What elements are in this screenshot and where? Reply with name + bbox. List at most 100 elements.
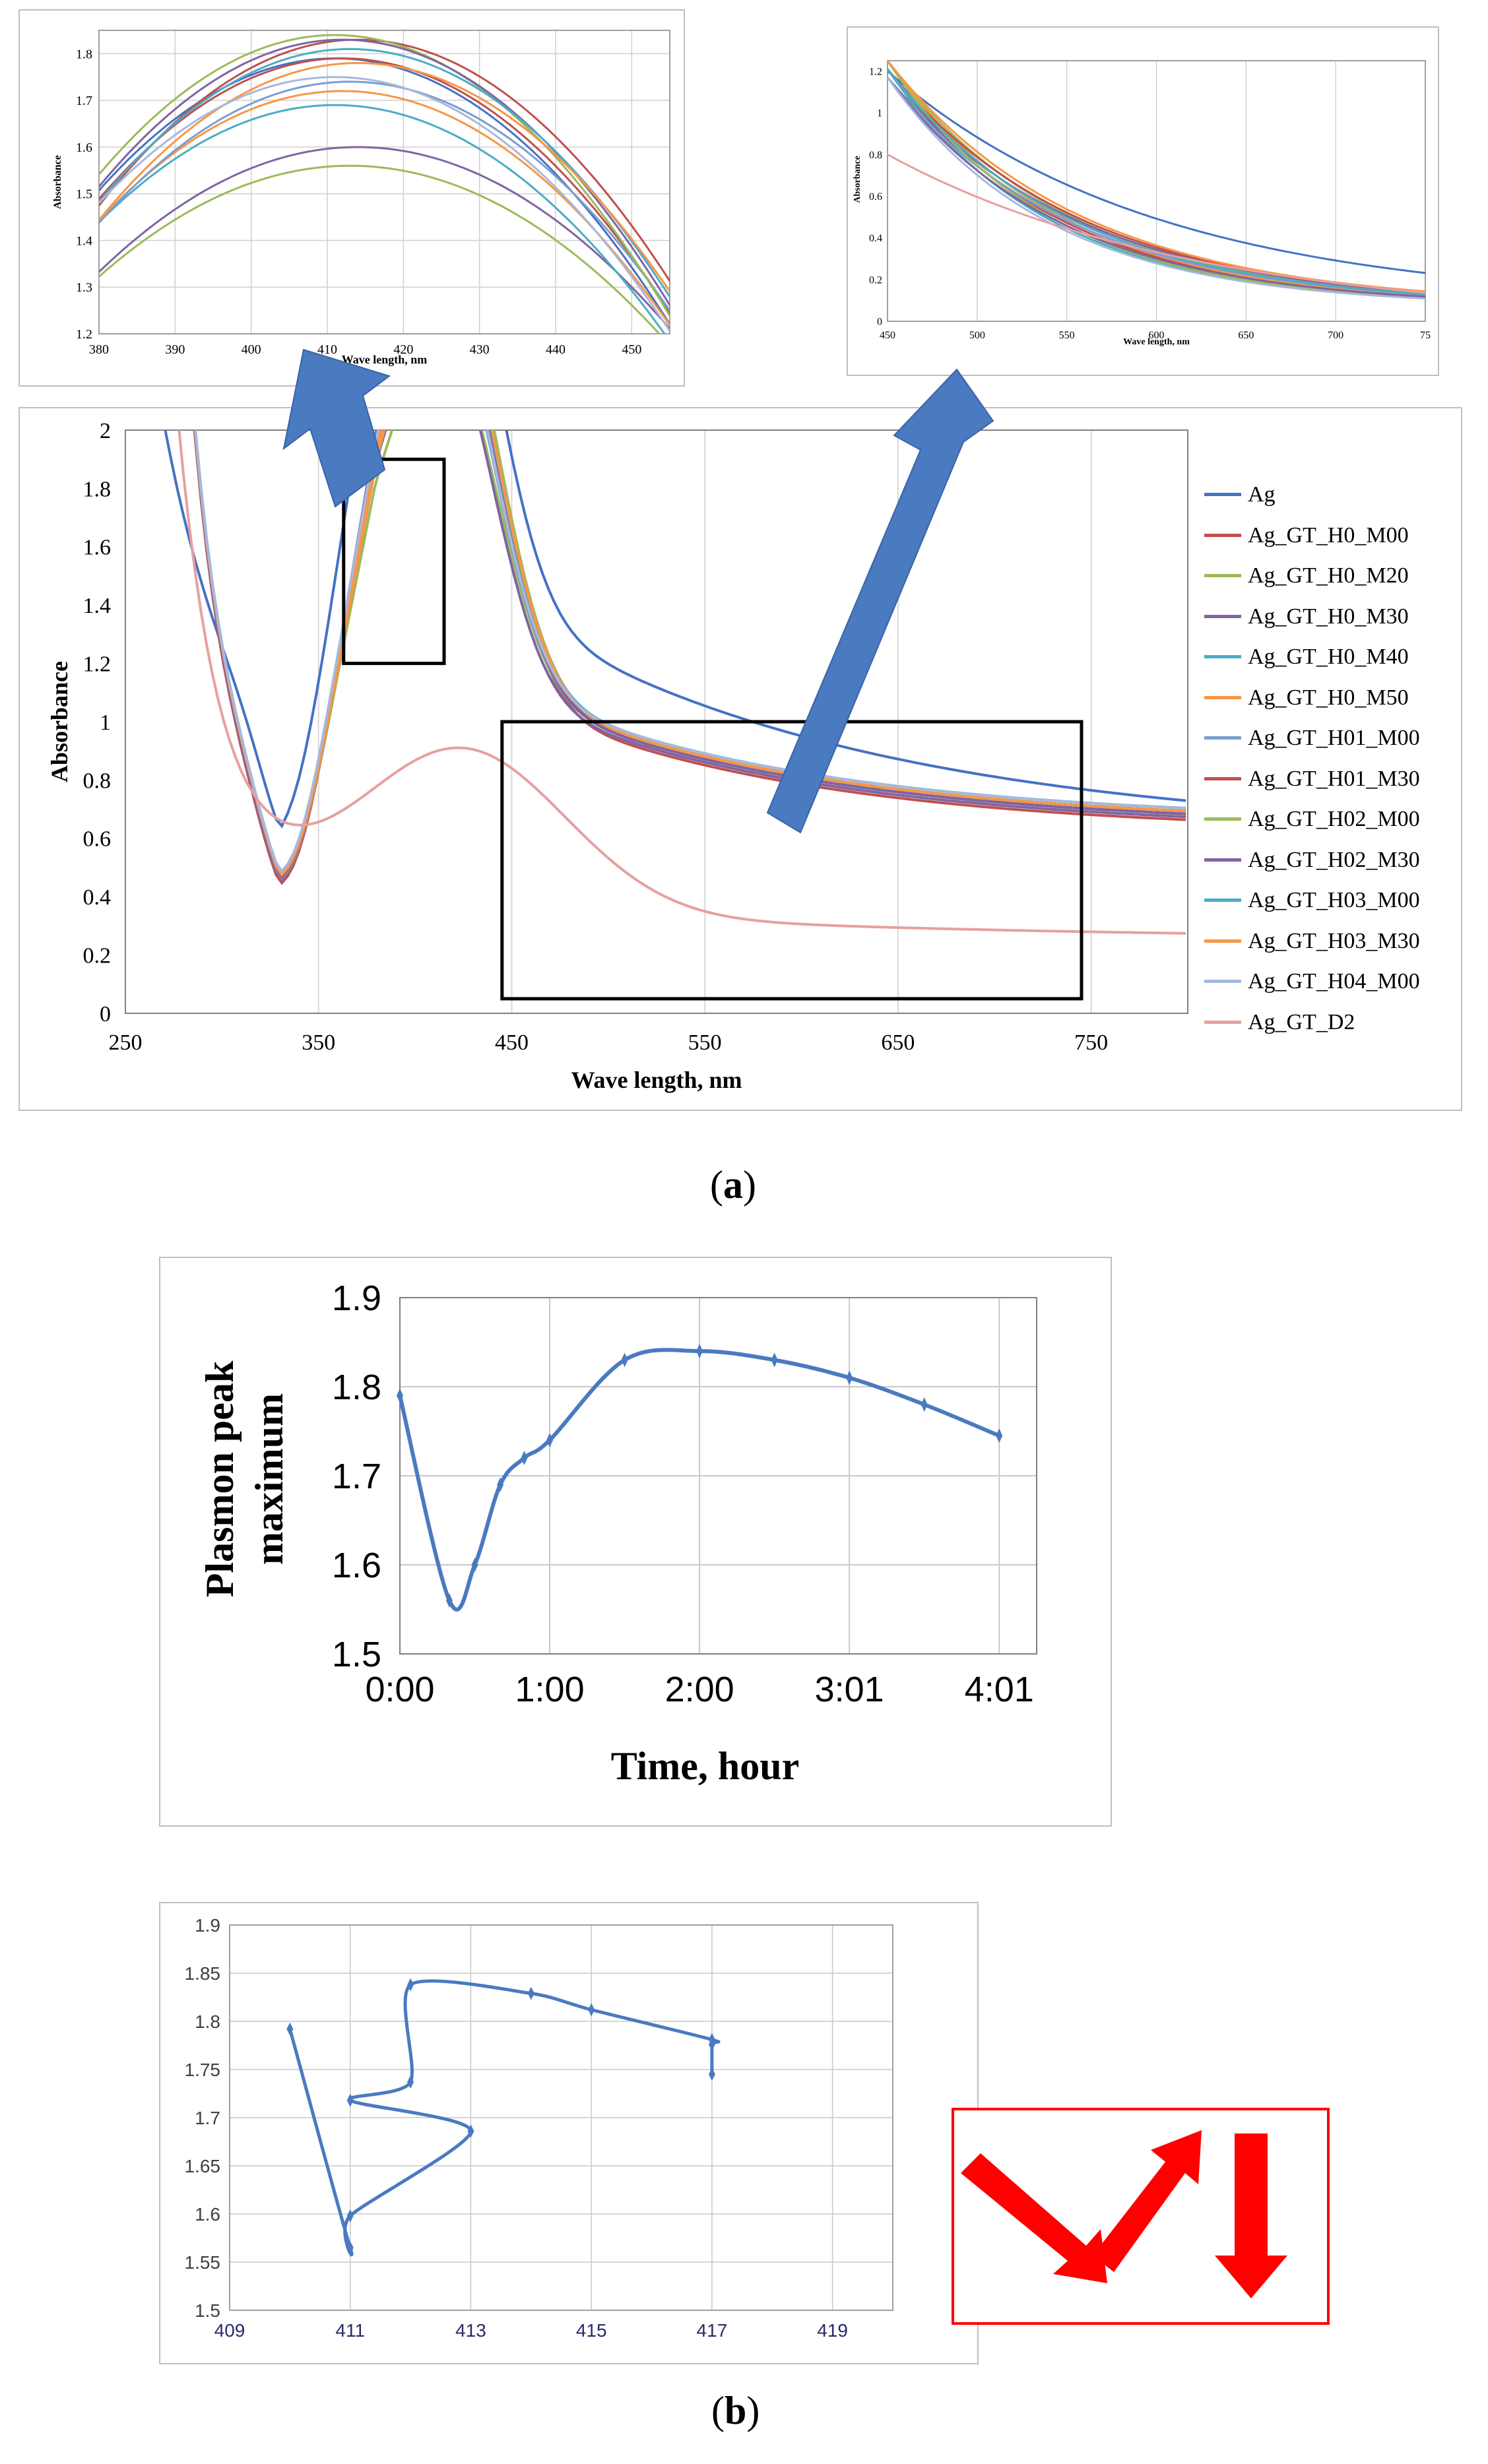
y-tick-label: 1.6 bbox=[195, 2204, 220, 2225]
plot-area bbox=[399, 1297, 1037, 1655]
red-arrow-down bbox=[1215, 2133, 1287, 2298]
legend-item: Ag_GT_H0_M00 bbox=[1204, 515, 1420, 556]
plasmon-point bbox=[921, 1397, 928, 1412]
legend-swatch bbox=[1204, 776, 1241, 780]
inset-tail-line-Ag_GT_H02_M30 bbox=[888, 77, 1425, 298]
x-tick-label: 650 bbox=[1238, 330, 1254, 341]
inset-peak-line-Ag_GT_H0_M40 bbox=[99, 104, 666, 334]
legend-label: Ag_GT_H02_M00 bbox=[1248, 807, 1420, 831]
legend-item: Ag_GT_H0_M40 bbox=[1204, 637, 1420, 678]
x-tick-label: 450 bbox=[495, 1030, 529, 1055]
x-tick-label: 419 bbox=[817, 2320, 848, 2341]
x-tick-label: 3:01 bbox=[815, 1670, 884, 1709]
y-tick-label: 0.2 bbox=[869, 274, 882, 286]
y-tick-label: 1.8 bbox=[83, 477, 112, 501]
inset-tail-line-Ag bbox=[888, 70, 1425, 274]
x-tick-label: 500 bbox=[969, 330, 985, 341]
plot-area bbox=[98, 30, 670, 334]
trajectory-point bbox=[286, 2022, 294, 2036]
legend-swatch bbox=[1204, 533, 1241, 537]
trajectory-point bbox=[346, 2209, 354, 2223]
inset-tail-series bbox=[888, 61, 1425, 300]
x-tick-label: 409 bbox=[214, 2320, 245, 2341]
y-tick-label: 1.5 bbox=[76, 187, 92, 202]
legend-item: Ag_GT_H03_M00 bbox=[1204, 880, 1420, 921]
inset-tail-chart: 450 500 550 600 650 700 7500.20.40.60.811.2Wav… bbox=[853, 60, 1431, 347]
x-tick-label: 550 bbox=[688, 1030, 722, 1055]
plasmon-point bbox=[696, 1344, 703, 1358]
main-spectra-panel: 250 350 450 550 650 750 0 0.2 0.4 0.6 0.8 1 1.2 1.4 1.… bbox=[18, 407, 1462, 1111]
y-tick-label: 1.4 bbox=[76, 234, 92, 248]
legend-label: Ag_GT_H0_M20 bbox=[1248, 563, 1409, 588]
red-arrow-up-right bbox=[1093, 2130, 1202, 2272]
legend-item: Ag_GT_H0_M20 bbox=[1204, 555, 1420, 596]
x-tick-label: 1:00 bbox=[515, 1670, 585, 1709]
time-x-title: Time, hour bbox=[611, 1744, 800, 1788]
x-tick-label: 75 bbox=[1420, 330, 1431, 341]
plasmon-time-chart: 0:00 1:00 2:00 3:01 4:01 1.5 1.6 1.7 1.8 1.9 Time,… bbox=[198, 1279, 1037, 1788]
legend-swatch bbox=[1204, 817, 1241, 821]
y-axis-title: Absorbance bbox=[46, 661, 73, 782]
plasmon-time-panel: 0:00 1:00 2:00 3:01 4:01 1.5 1.6 1.7 1.8 1.9 Time,… bbox=[159, 1257, 1112, 1827]
inset2-x-title: Wave length, nm bbox=[1123, 337, 1190, 347]
x-tick-label: 450 bbox=[880, 330, 895, 341]
legend-label: Ag_GT_H0_M30 bbox=[1248, 604, 1409, 629]
y-tick-label: 1.4 bbox=[83, 594, 112, 618]
y-tick-label: 1.6 bbox=[332, 1546, 381, 1585]
inset-peak-line-Ag_GT_H04_M00 bbox=[99, 76, 670, 333]
time-y-title-line1: Plasmon peak bbox=[198, 1360, 242, 1597]
caption-b: (b) bbox=[711, 2389, 760, 2432]
legend-label: Ag_GT_H03_M30 bbox=[1248, 928, 1420, 953]
x-tick-label: 2:00 bbox=[665, 1670, 734, 1709]
zoom-box-2 bbox=[500, 720, 1084, 1001]
legend-swatch bbox=[1204, 980, 1241, 984]
inset-peak-line-Ag_GT_H0_M30 bbox=[99, 146, 670, 331]
x-tick-label: 350 bbox=[302, 1030, 335, 1055]
inset-peak-line-Ag_GT_H02_M00 bbox=[99, 34, 670, 318]
x-tick-label: 250 bbox=[109, 1030, 143, 1055]
x-tick-label: 650 bbox=[881, 1030, 915, 1055]
peak-trajectory-panel: 409 411 413 415 417 419 1.5 1.55 1.6 1.65 1.7 1.75 1… bbox=[159, 1902, 979, 2364]
plasmon-point bbox=[521, 1451, 528, 1465]
legend-label: Ag_GT_H01_M30 bbox=[1248, 766, 1420, 791]
peak-trajectory-chart: 409 411 413 415 417 419 1.5 1.55 1.6 1.65 1.7 1.75 1… bbox=[185, 1915, 893, 2341]
y-tick-label: 0 bbox=[100, 1002, 111, 1027]
x-tick-label: 400 bbox=[242, 342, 261, 357]
inset-peak-line-Ag_GT_H0_M00 bbox=[99, 57, 670, 315]
y-tick-label: 1.2 bbox=[76, 327, 92, 342]
y-tick-label: 2 bbox=[100, 419, 111, 443]
x-tick-label: 750 bbox=[1074, 1030, 1108, 1055]
inset-peak-chart: 380 390 400 410 420 430 440 450 1.2 1.3 1.4 1.5 1.6 1… bbox=[52, 30, 670, 366]
inset-peak-panel: 380 390 400 410 420 430 440 450 1.2 1.3 1.4 1.5 1.6 1… bbox=[18, 9, 685, 387]
trajectory-point bbox=[708, 2038, 715, 2052]
legend-swatch bbox=[1204, 574, 1241, 578]
series-group bbox=[164, 430, 1186, 935]
y-tick-label: 0.2 bbox=[83, 944, 112, 968]
y-tick-label: 1.6 bbox=[83, 536, 112, 560]
plasmon-point bbox=[471, 1558, 478, 1572]
inset-tail-line-Ag_GT_H02_M00 bbox=[888, 61, 1425, 300]
y-tick-label: 0.8 bbox=[83, 769, 112, 793]
legend-label: Ag_GT_H02_M30 bbox=[1248, 847, 1420, 872]
arrow-to-inset-peak bbox=[282, 348, 391, 508]
trend-arrows bbox=[961, 2130, 1287, 2298]
legend-swatch bbox=[1204, 655, 1241, 659]
trajectory-point bbox=[527, 1986, 534, 2000]
series-line-Ag bbox=[164, 430, 1186, 829]
main-legend: Ag Ag_GT_H0_M00 Ag_GT_H0_M20 Ag_GT_H0_M30 Ag… bbox=[1204, 474, 1420, 1042]
x-tick-label: 411 bbox=[335, 2320, 365, 2341]
x-tick-label: 440 bbox=[546, 342, 566, 357]
legend-label: Ag_GT_H0_M00 bbox=[1248, 522, 1409, 548]
plasmon-point bbox=[397, 1388, 403, 1403]
x-tick-label: 600 bbox=[1149, 330, 1165, 341]
legend-item: Ag_GT_H0_M50 bbox=[1204, 678, 1420, 718]
legend-label: Ag bbox=[1248, 482, 1276, 507]
legend-item: Ag_GT_D2 bbox=[1204, 1002, 1420, 1043]
y-tick-label: 1 bbox=[877, 108, 882, 119]
y-tick-label: 1.7 bbox=[332, 1457, 381, 1496]
plasmon-point bbox=[846, 1370, 853, 1385]
main-spectra-chart: 250 350 450 550 650 750 0 0.2 0.4 0.6 0.8 1 1.2 1.4 1.… bbox=[46, 419, 1188, 1093]
plasmon-point bbox=[771, 1352, 778, 1368]
y-tick-label: 0 bbox=[877, 317, 882, 328]
y-tick-label: 1.65 bbox=[185, 2156, 221, 2176]
